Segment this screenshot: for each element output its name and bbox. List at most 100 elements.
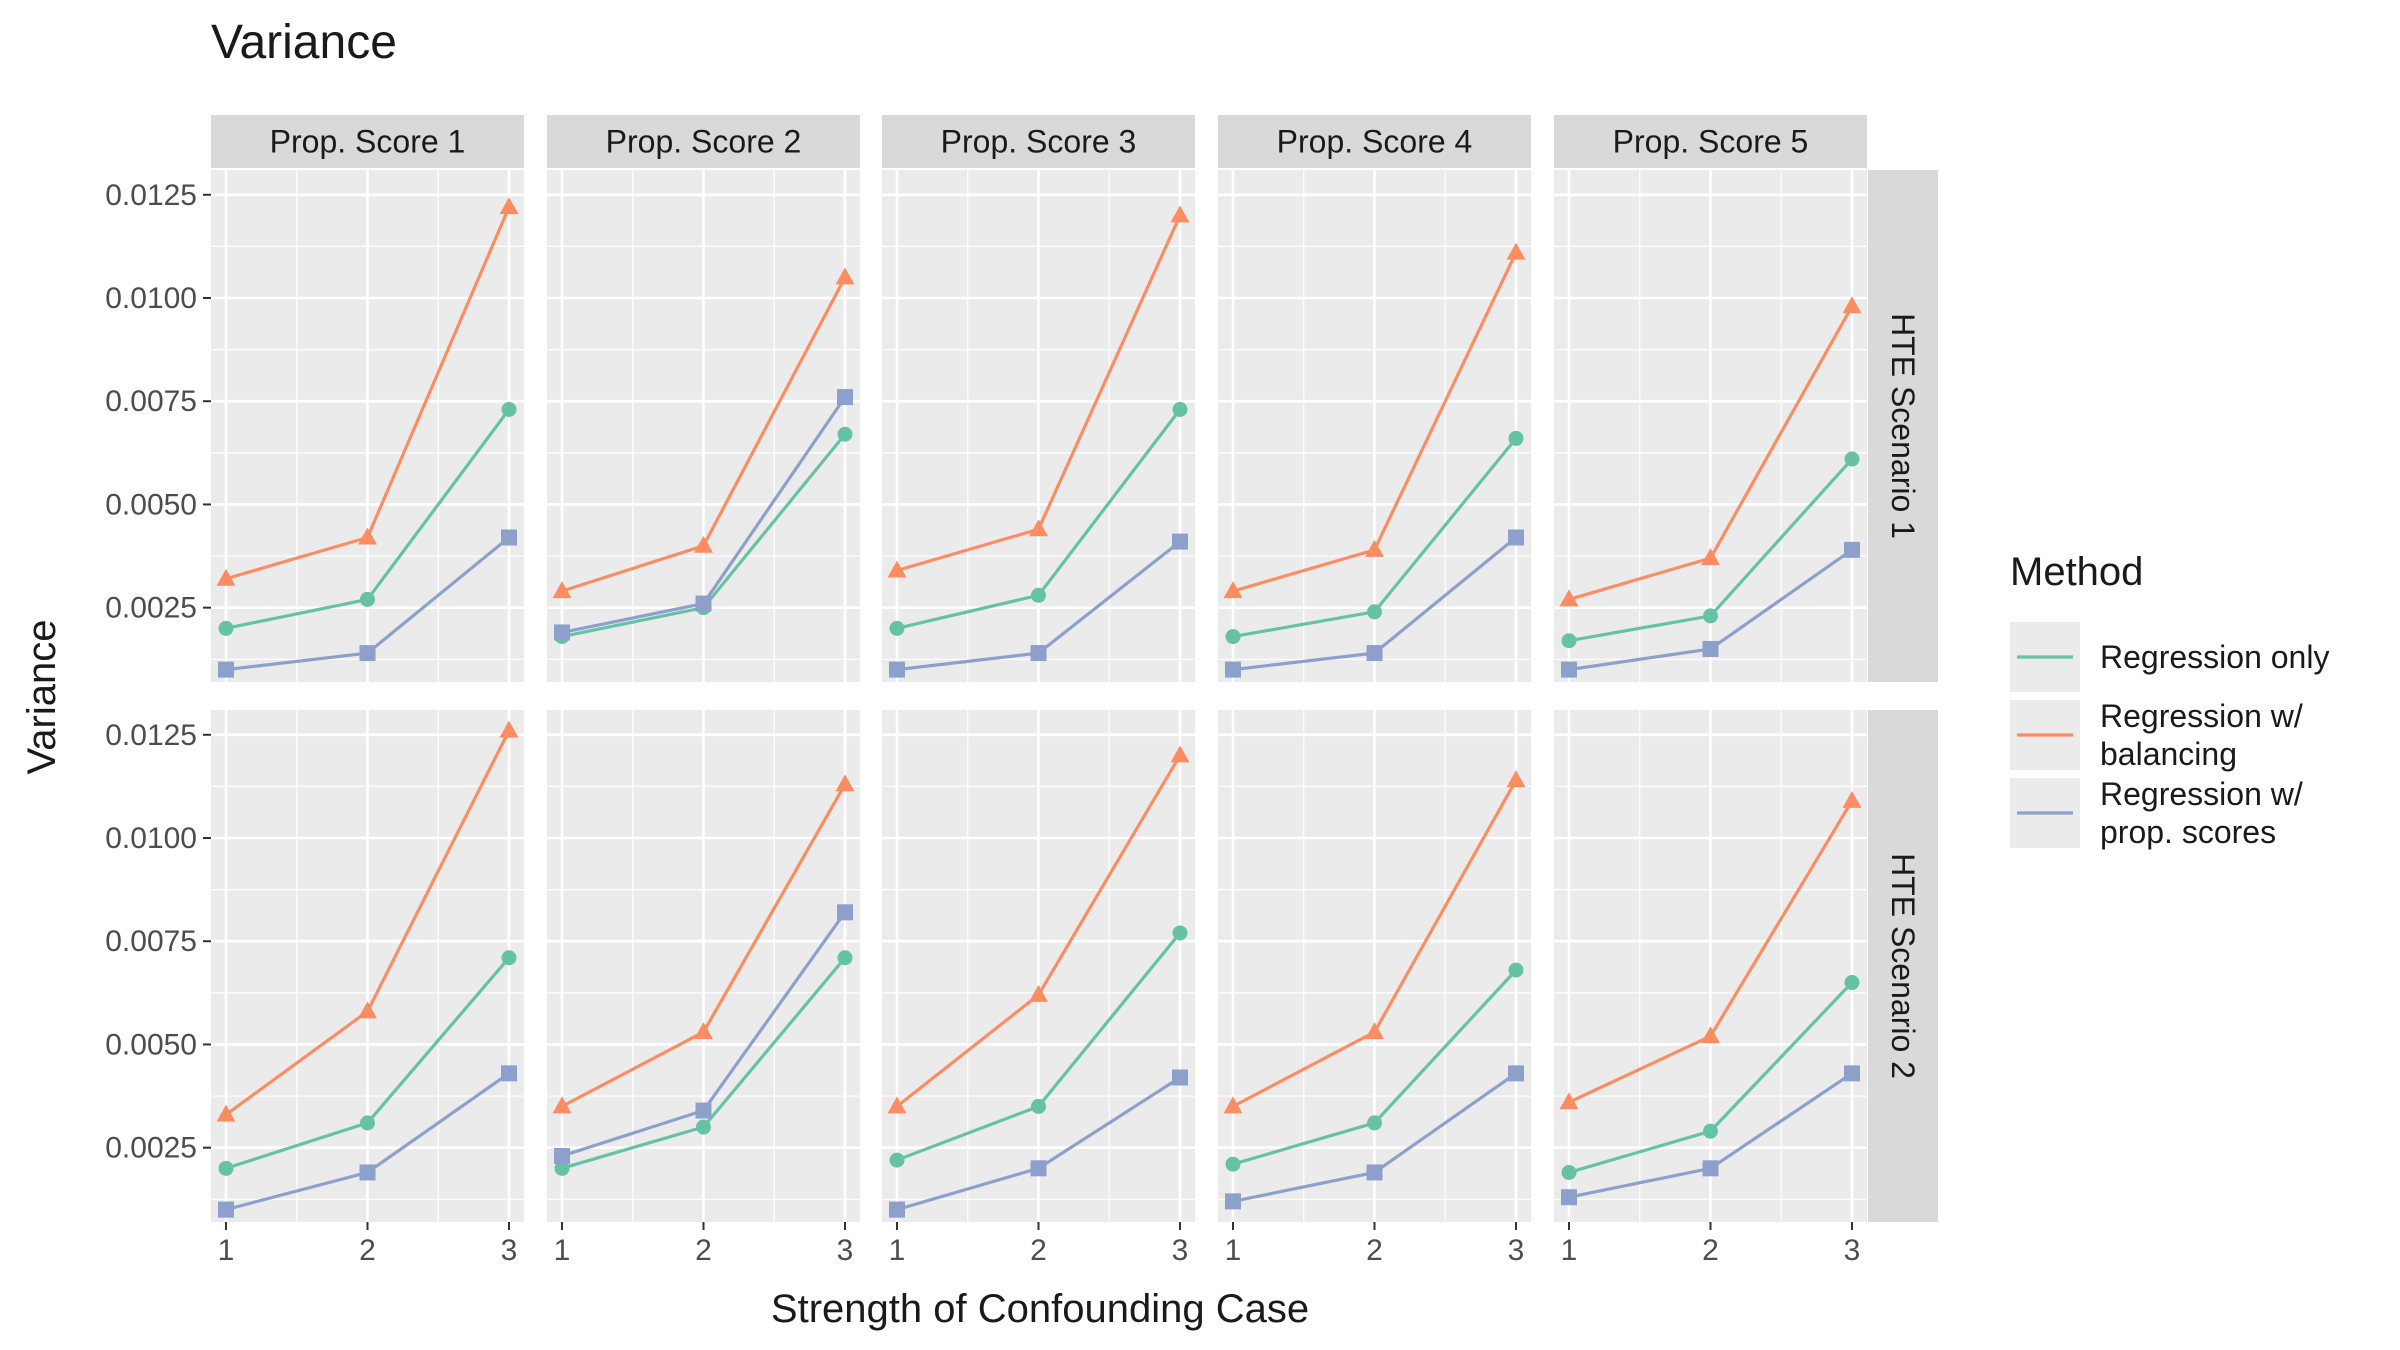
y-tick-label: 0.0075 xyxy=(105,925,197,958)
column-strip-label: Prop. Score 1 xyxy=(270,124,466,160)
y-tick-label: 0.0100 xyxy=(105,822,197,855)
data-point xyxy=(552,581,572,599)
data-point xyxy=(694,1022,713,1040)
x-tick-label: 3 xyxy=(1172,1234,1189,1267)
data-point xyxy=(1508,1065,1524,1082)
column-strip-label: Prop. Score 3 xyxy=(941,124,1137,160)
facet-panels: Prop. Score 1 Prop. Score 2 Prop. Score 3 P… xyxy=(105,115,1938,1267)
data-point xyxy=(359,1164,376,1181)
data-point xyxy=(1703,608,1718,624)
x-tick-label: 3 xyxy=(1508,1234,1525,1267)
data-point xyxy=(1172,1069,1188,1086)
data-point xyxy=(1842,790,1862,808)
data-point xyxy=(887,1096,907,1114)
data-point xyxy=(501,950,517,966)
data-point xyxy=(837,904,853,921)
column-strip xyxy=(547,115,860,168)
panel xyxy=(211,170,524,682)
column-strip-label: Prop. Score 5 xyxy=(1613,124,1809,160)
legend-label: balancing xyxy=(2100,736,2237,772)
data-point xyxy=(554,624,570,641)
data-point xyxy=(499,720,519,738)
row-strip xyxy=(1868,170,1938,682)
data-point xyxy=(1561,633,1577,649)
data-point xyxy=(1029,984,1048,1002)
legend-label: Regression only xyxy=(2100,639,2329,675)
row-strip xyxy=(1868,710,1938,1222)
y-tick-label: 0.0125 xyxy=(105,179,197,212)
data-point xyxy=(1030,1160,1047,1177)
data-point xyxy=(1172,401,1188,417)
data-point xyxy=(1365,1022,1384,1040)
column-strip-label: Prop. Score 2 xyxy=(606,124,802,160)
data-point xyxy=(1031,587,1046,603)
data-point xyxy=(1170,205,1190,223)
panel xyxy=(1218,710,1531,1222)
data-point xyxy=(695,595,712,612)
x-tick-label: 2 xyxy=(1702,1234,1719,1267)
data-point xyxy=(835,774,855,792)
data-point xyxy=(694,535,713,553)
data-point xyxy=(696,1119,711,1135)
y-tick-label: 0.0125 xyxy=(105,719,197,752)
y-tick-label: 0.0100 xyxy=(105,282,197,315)
data-point xyxy=(1225,661,1241,678)
data-point xyxy=(1223,1096,1243,1114)
chart-title: Variance xyxy=(211,16,397,69)
data-point xyxy=(360,591,375,607)
legend-label: Regression w/ xyxy=(2100,776,2303,812)
data-point xyxy=(837,389,853,406)
panel xyxy=(1218,170,1531,682)
data-point xyxy=(1561,661,1577,678)
data-point xyxy=(1367,1115,1382,1131)
column-strip-label: Prop. Score 4 xyxy=(1277,124,1473,160)
data-point xyxy=(218,1201,234,1218)
data-point xyxy=(358,1001,377,1019)
legend: Method Regression only Regression w/balan… xyxy=(2010,550,2329,850)
x-tick-label: 1 xyxy=(218,1234,235,1267)
data-point xyxy=(554,1160,570,1176)
x-tick-label: 3 xyxy=(1844,1234,1861,1267)
data-point xyxy=(358,527,377,545)
data-point xyxy=(889,661,905,678)
panel xyxy=(882,170,1195,682)
x-tick-label: 1 xyxy=(554,1234,571,1267)
row-strip-label: HTE Scenario 2 xyxy=(1885,853,1921,1079)
x-tick-label: 3 xyxy=(501,1234,518,1267)
data-point xyxy=(501,529,517,546)
row-strip-label: HTE Scenario 1 xyxy=(1885,313,1921,539)
data-point xyxy=(695,1102,712,1119)
y-tick-label: 0.0050 xyxy=(105,488,197,521)
data-point xyxy=(1701,548,1720,566)
data-point xyxy=(1225,629,1241,645)
data-point xyxy=(501,1065,517,1082)
data-point xyxy=(1561,1189,1577,1206)
column-strip xyxy=(882,115,1195,168)
data-point xyxy=(1366,645,1383,662)
x-tick-label: 2 xyxy=(695,1234,712,1267)
data-point xyxy=(216,1104,236,1122)
data-point xyxy=(552,1096,572,1114)
data-point xyxy=(1844,975,1860,991)
data-point xyxy=(1702,640,1719,657)
data-point xyxy=(837,950,853,966)
data-point xyxy=(1029,519,1048,537)
data-point xyxy=(1030,645,1047,662)
data-point xyxy=(1844,451,1860,467)
data-point xyxy=(1225,1156,1241,1172)
data-point xyxy=(1844,1065,1860,1082)
data-point xyxy=(889,620,905,636)
panel xyxy=(1554,170,1867,682)
panel xyxy=(547,170,860,682)
data-point xyxy=(1508,962,1524,978)
data-point xyxy=(837,426,853,442)
data-point xyxy=(1842,296,1862,314)
data-point xyxy=(360,1115,375,1131)
data-point xyxy=(1508,430,1524,446)
legend-label: Regression w/ xyxy=(2100,698,2303,734)
data-point xyxy=(1366,1164,1383,1181)
y-axis-label: Variance xyxy=(20,620,64,775)
data-point xyxy=(1703,1123,1718,1139)
x-tick-label: 3 xyxy=(837,1234,854,1267)
data-point xyxy=(1172,925,1188,941)
